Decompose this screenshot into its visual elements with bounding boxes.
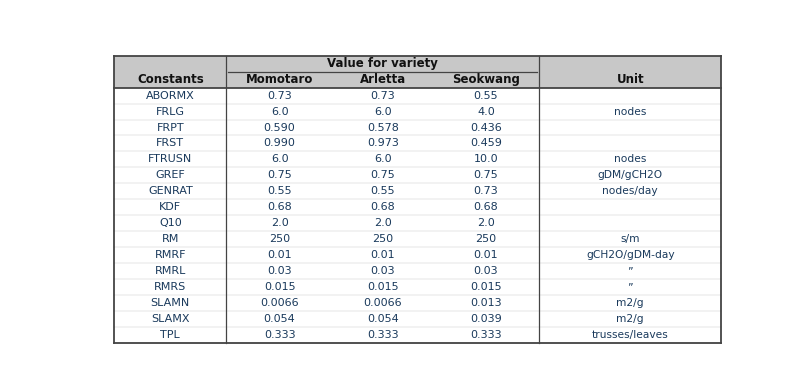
Text: Momotaro: Momotaro (246, 73, 313, 86)
Text: 2.0: 2.0 (477, 218, 495, 228)
Text: 250: 250 (371, 234, 393, 244)
Text: 0.73: 0.73 (370, 90, 395, 101)
Text: 0.578: 0.578 (367, 122, 398, 133)
Text: TPL: TPL (161, 330, 180, 340)
Text: m2/g: m2/g (616, 314, 643, 324)
Text: 0.73: 0.73 (473, 186, 498, 196)
Text: 6.0: 6.0 (374, 154, 391, 164)
Text: 0.03: 0.03 (473, 266, 498, 276)
Text: RMRL: RMRL (154, 266, 186, 276)
Text: 0.590: 0.590 (264, 122, 295, 133)
Bar (114, 183, 720, 199)
Bar (114, 215, 720, 231)
Text: 250: 250 (268, 234, 290, 244)
Text: 0.0066: 0.0066 (363, 298, 401, 308)
Text: trusses/leaves: trusses/leaves (591, 330, 667, 340)
Bar (114, 279, 720, 295)
Bar (114, 263, 720, 279)
Text: ”: ” (627, 282, 633, 292)
Text: nodes: nodes (613, 154, 646, 164)
Text: m2/g: m2/g (616, 298, 643, 308)
Text: Q10: Q10 (159, 218, 182, 228)
Text: FTRUSN: FTRUSN (148, 154, 192, 164)
Text: 0.55: 0.55 (370, 186, 395, 196)
Text: 0.333: 0.333 (264, 330, 295, 340)
Text: gCH2O/gDM-day: gCH2O/gDM-day (586, 250, 674, 260)
Text: 0.436: 0.436 (470, 122, 501, 133)
Text: s/m: s/m (620, 234, 639, 244)
Text: 6.0: 6.0 (270, 106, 288, 117)
Bar (114, 104, 720, 120)
Text: Arletta: Arletta (359, 73, 406, 86)
Text: ABORMX: ABORMX (146, 90, 195, 101)
Text: 0.054: 0.054 (367, 314, 398, 324)
Text: 250: 250 (475, 234, 496, 244)
Text: SLAMN: SLAMN (151, 298, 190, 308)
Text: Value for variety: Value for variety (327, 57, 438, 70)
Text: 4.0: 4.0 (477, 106, 495, 117)
Text: Constants: Constants (137, 73, 204, 86)
Text: 0.03: 0.03 (267, 266, 291, 276)
Text: 0.0066: 0.0066 (260, 298, 298, 308)
Text: 0.990: 0.990 (264, 138, 295, 149)
Bar (114, 199, 720, 215)
Bar (114, 56, 720, 88)
Text: 0.75: 0.75 (267, 170, 292, 180)
Text: 0.015: 0.015 (470, 282, 501, 292)
Text: RMRF: RMRF (154, 250, 186, 260)
Text: RMRS: RMRS (154, 282, 187, 292)
Bar (114, 247, 720, 263)
Text: FRPT: FRPT (157, 122, 184, 133)
Text: 0.55: 0.55 (267, 186, 291, 196)
Text: 0.333: 0.333 (367, 330, 398, 340)
Text: GREF: GREF (155, 170, 185, 180)
Text: nodes: nodes (613, 106, 646, 117)
Bar (114, 135, 720, 151)
Text: Seokwang: Seokwang (452, 73, 519, 86)
Bar (114, 295, 720, 311)
Text: 0.01: 0.01 (370, 250, 395, 260)
Text: 0.75: 0.75 (473, 170, 498, 180)
Text: 0.03: 0.03 (370, 266, 395, 276)
Bar (114, 231, 720, 247)
Text: nodes/day: nodes/day (602, 186, 657, 196)
Text: ”: ” (627, 266, 633, 276)
Text: 0.75: 0.75 (370, 170, 395, 180)
Text: SLAMX: SLAMX (151, 314, 189, 324)
Text: 0.68: 0.68 (473, 202, 498, 212)
Bar (114, 88, 720, 104)
Text: 0.01: 0.01 (473, 250, 498, 260)
Text: Unit: Unit (616, 73, 643, 86)
Text: 0.333: 0.333 (470, 330, 501, 340)
Text: 0.013: 0.013 (470, 298, 501, 308)
Text: 10.0: 10.0 (473, 154, 498, 164)
Text: 0.973: 0.973 (367, 138, 398, 149)
Bar (114, 311, 720, 327)
Text: 0.68: 0.68 (267, 202, 292, 212)
Text: FRST: FRST (156, 138, 184, 149)
Text: 6.0: 6.0 (270, 154, 288, 164)
Bar (114, 151, 720, 167)
Text: 0.054: 0.054 (264, 314, 295, 324)
Text: FRLG: FRLG (156, 106, 185, 117)
Bar (114, 120, 720, 135)
Text: 0.68: 0.68 (370, 202, 395, 212)
Text: 0.015: 0.015 (264, 282, 295, 292)
Text: 0.039: 0.039 (470, 314, 501, 324)
Text: 0.55: 0.55 (473, 90, 498, 101)
Text: 6.0: 6.0 (374, 106, 391, 117)
Text: 0.01: 0.01 (267, 250, 291, 260)
Text: 0.73: 0.73 (267, 90, 292, 101)
Text: 2.0: 2.0 (270, 218, 288, 228)
Text: KDF: KDF (159, 202, 181, 212)
Text: 0.015: 0.015 (367, 282, 398, 292)
Text: gDM/gCH2O: gDM/gCH2O (597, 170, 662, 180)
Bar (114, 167, 720, 183)
Text: 2.0: 2.0 (374, 218, 391, 228)
Bar (114, 327, 720, 342)
Text: GENRAT: GENRAT (148, 186, 192, 196)
Text: RM: RM (161, 234, 178, 244)
Text: 0.459: 0.459 (470, 138, 501, 149)
